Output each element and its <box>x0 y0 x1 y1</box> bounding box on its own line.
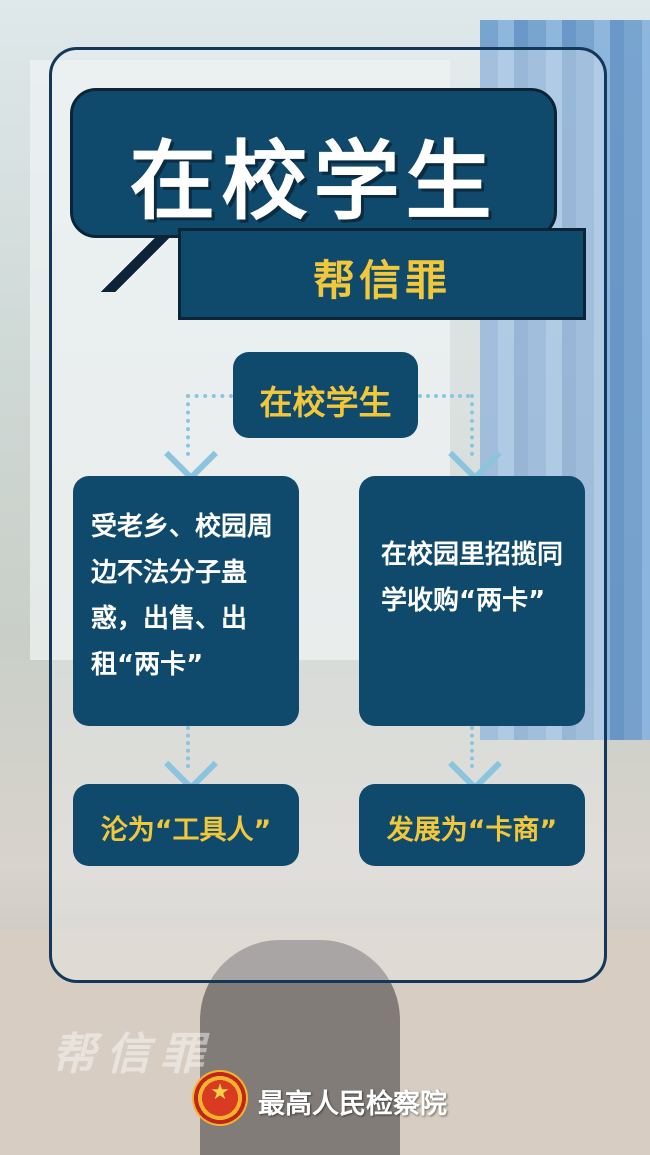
page-subtitle: 帮信罪 <box>312 256 451 305</box>
title-decoration <box>96 232 180 292</box>
flow-left-result: 沦为“工具人” <box>73 784 299 866</box>
flow-right-result: 发展为“卡商” <box>359 784 585 866</box>
connector-right-lower <box>470 726 474 768</box>
flow-left-case: 受老乡、校园周边不法分子蛊惑，出售、出租“两卡” <box>73 476 299 726</box>
footer-org: 最高人民检察院 <box>258 1089 447 1120</box>
emblem-icon <box>192 1070 248 1126</box>
flow-root-node: 在校学生 <box>233 352 418 438</box>
connector-right-v <box>470 394 474 456</box>
connector-right-h <box>418 394 470 398</box>
connector-left-v <box>186 394 190 456</box>
flow-right-result-label: 发展为“卡商” <box>386 815 558 846</box>
flow-left-result-label: 沦为“工具人” <box>100 815 272 846</box>
subtitle-box: 帮信罪 <box>178 228 586 320</box>
watermark-text: 帮信罪 <box>52 1029 214 1080</box>
title-box: 在校学生 <box>70 88 557 238</box>
page-title: 在校学生 <box>129 132 498 232</box>
flow-root-label: 在校学生 <box>259 383 392 422</box>
connector-left-h <box>186 394 233 398</box>
flow-right-case: 在校园里招揽同学收购“两卡” <box>359 476 585 726</box>
connector-left-lower <box>186 726 190 768</box>
